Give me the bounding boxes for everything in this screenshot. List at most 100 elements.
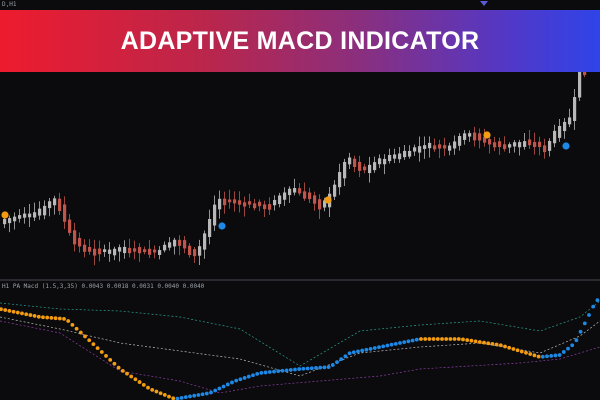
macd-dot-rising	[389, 342, 394, 347]
buy-signal-dot	[218, 222, 226, 230]
candle-body	[518, 142, 522, 148]
candle-body	[458, 136, 462, 146]
macd-dot-falling	[99, 350, 104, 354]
macd-dot-falling	[519, 349, 524, 354]
candle-body	[303, 191, 307, 199]
macd-dot-falling	[11, 309, 16, 314]
candle-body	[513, 142, 517, 147]
macd-dot-falling	[7, 308, 12, 313]
candle-body	[438, 144, 442, 149]
candle-body	[278, 195, 282, 205]
macd-dot-rising	[204, 391, 209, 396]
indicator-label: H1 PA Macd (1.5,3,35) 0.0043 0.0018 0.00…	[2, 283, 205, 290]
macd-indicator-panel[interactable]	[0, 281, 600, 400]
candle-body	[363, 166, 367, 171]
candle-body	[313, 195, 317, 204]
macd-dot-falling	[146, 385, 150, 390]
macd-dot-rising	[414, 337, 419, 342]
macd-dot-falling	[494, 342, 499, 347]
macd-dot-rising	[318, 365, 323, 370]
macd-dot-rising	[209, 390, 213, 395]
candle-body	[203, 233, 207, 250]
candle-body	[483, 137, 487, 143]
candle-body	[423, 145, 427, 149]
candle-body	[158, 250, 162, 255]
macd-dot-falling	[515, 348, 520, 353]
macd-dot-falling	[498, 343, 503, 348]
candle-body	[473, 132, 477, 141]
macd-dot-falling	[150, 387, 155, 392]
sell-signal-dot	[1, 211, 9, 219]
candle-body	[563, 121, 567, 132]
candle-body	[333, 184, 337, 197]
candle-body	[543, 145, 547, 153]
macd-dot-rising	[246, 374, 251, 379]
macd-dot-falling	[57, 316, 62, 321]
macd-dot-rising	[398, 341, 402, 345]
macd-dot-rising	[305, 366, 310, 371]
price-chart[interactable]	[0, 72, 600, 279]
macd-dot-rising	[570, 343, 575, 348]
macd-dot-falling	[28, 313, 33, 317]
macd-dot-falling	[45, 315, 50, 320]
buy-signal-dot	[562, 142, 570, 150]
candle-body	[568, 117, 572, 125]
candle-body	[43, 205, 47, 216]
macd-dot-falling	[490, 341, 495, 346]
candle-body	[68, 219, 72, 233]
macd-dot-falling	[473, 339, 478, 344]
candle-body	[293, 188, 297, 193]
macd-dot-rising	[587, 313, 591, 317]
candle-body	[413, 147, 417, 152]
candle-body	[83, 244, 87, 252]
macd-dot-rising	[230, 380, 234, 385]
candle-body	[143, 249, 147, 253]
candle-body	[578, 72, 582, 98]
candle-body	[108, 249, 112, 254]
macd-dot-rising	[255, 371, 260, 376]
macd-dot-rising	[272, 369, 276, 374]
macd-dot-rising	[196, 393, 201, 397]
macd-dot-falling	[431, 337, 436, 341]
candle-body	[558, 125, 562, 138]
candle-body	[248, 201, 252, 205]
candle-body	[183, 240, 187, 249]
macd-dot-falling	[53, 316, 58, 321]
macd-dot-falling	[32, 314, 37, 318]
candle-body	[193, 249, 197, 257]
macd-dot-falling	[158, 391, 163, 396]
macd-dot-rising	[347, 351, 352, 356]
candle-body	[318, 199, 322, 210]
macd-dot-rising	[200, 392, 205, 397]
macd-dot-falling	[108, 357, 113, 362]
macd-dot-rising	[309, 366, 314, 371]
macd-dot-rising	[582, 321, 587, 326]
candle-body	[133, 248, 137, 252]
panel-separator[interactable]	[0, 279, 600, 281]
candle-body	[3, 218, 7, 225]
macd-dot-falling	[83, 334, 87, 339]
candle-body	[218, 198, 222, 210]
macd-dot-rising	[238, 377, 243, 382]
macd-dot-rising	[343, 354, 348, 359]
macd-dot-falling	[524, 350, 528, 355]
candle-body	[23, 213, 27, 218]
candle-body	[283, 192, 287, 200]
macd-dot-falling	[104, 354, 108, 358]
macd-dot-falling	[477, 340, 482, 344]
banner-title: ADAPTIVE MACD INDICATOR	[120, 26, 480, 55]
candle-body	[463, 133, 467, 140]
macd-dot-falling	[486, 341, 491, 346]
candle-body	[343, 161, 347, 179]
candle-body	[373, 162, 377, 171]
macd-dot-falling	[120, 368, 125, 373]
macd-dot-rising	[545, 354, 549, 359]
macd-dot-rising	[372, 346, 377, 350]
macd-dot-falling	[70, 322, 75, 327]
macd-dot-rising	[288, 368, 293, 372]
macd-dots	[0, 298, 600, 400]
candle-body	[213, 204, 217, 226]
macd-dot-rising	[330, 363, 335, 367]
candle-body	[288, 188, 292, 196]
macd-dot-rising	[335, 360, 339, 364]
